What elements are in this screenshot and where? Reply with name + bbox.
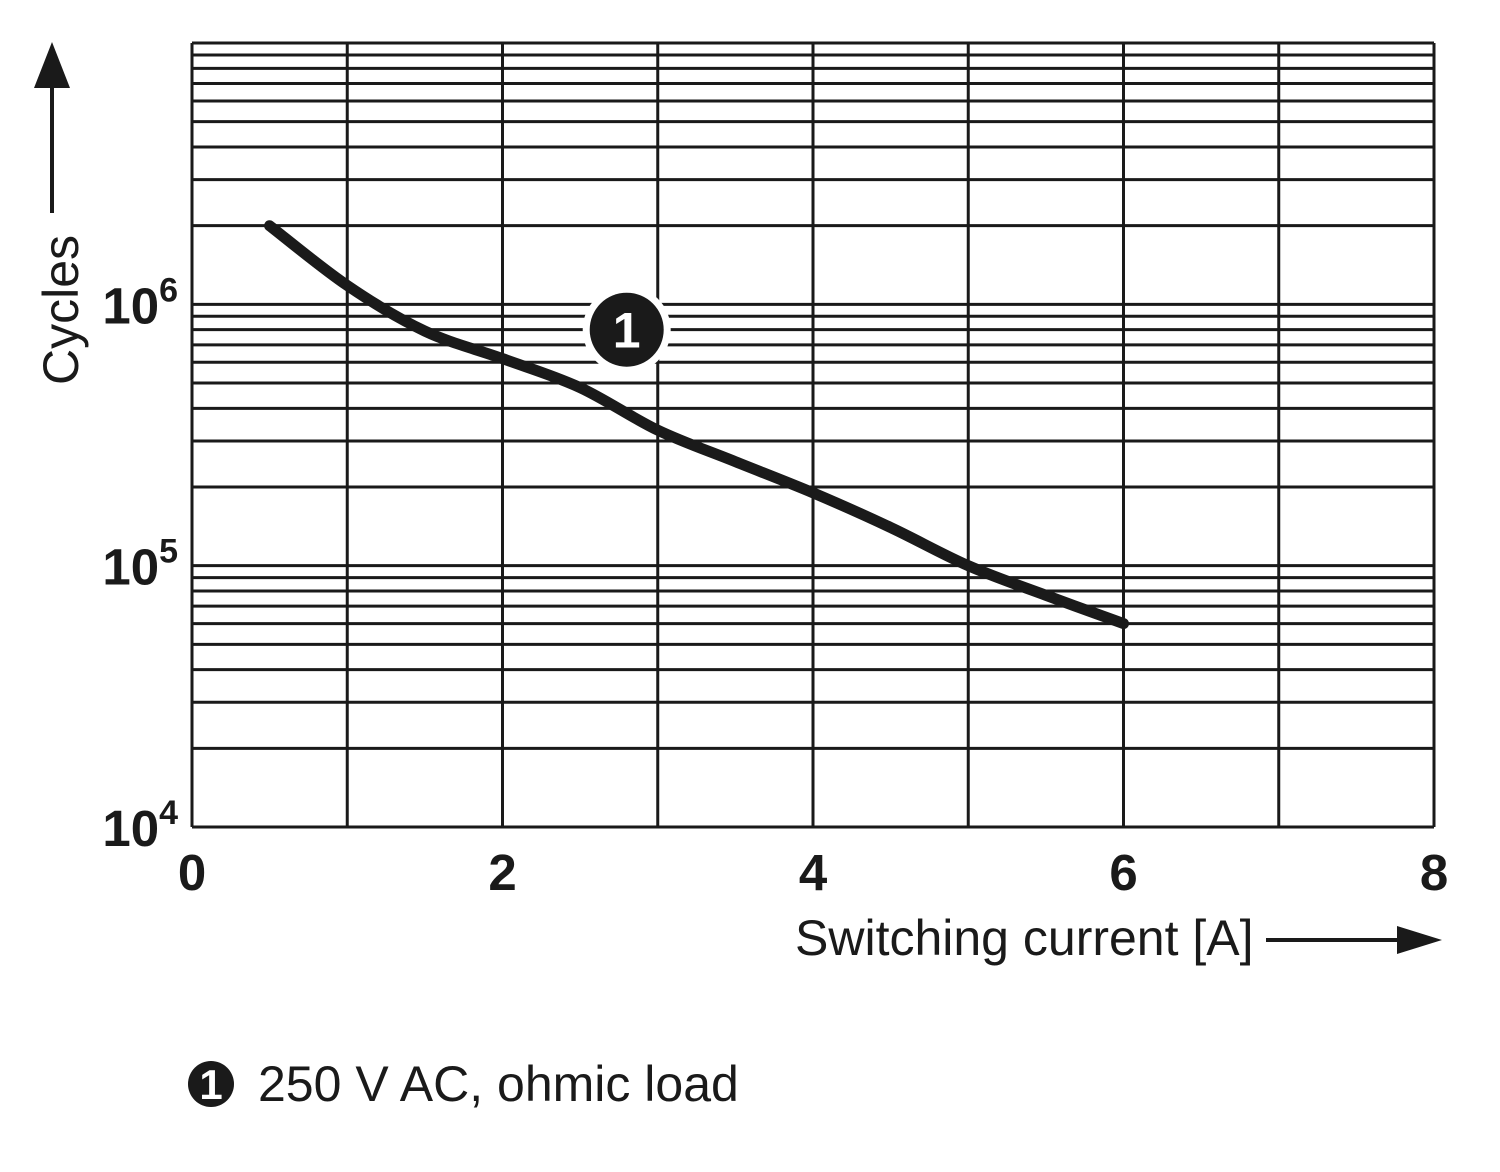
- y-axis-title: Cycles: [33, 235, 89, 385]
- y-axis-tick-label: 105: [102, 533, 178, 596]
- y-axis-tick-label: 106: [102, 271, 178, 334]
- endurance-curve: [264, 220, 1129, 630]
- marker-number: 1: [613, 303, 641, 359]
- x-axis-tick-label: 8: [1420, 844, 1448, 901]
- legend-marker-number: 1: [199, 1061, 222, 1108]
- y-axis-tick-label: 104: [102, 794, 178, 857]
- legend: 1 250 V AC, ohmic load: [188, 1056, 739, 1112]
- y-axis-arrow-head: [34, 42, 70, 88]
- x-axis-tick-label: 4: [799, 844, 828, 901]
- x-axis-tick-label: 0: [178, 844, 206, 901]
- marker-circle: [589, 292, 664, 367]
- x-axis-arrow-head: [1397, 926, 1442, 954]
- legend-marker-circle: [188, 1061, 234, 1107]
- curve-marker: 1: [582, 285, 671, 374]
- x-axis-title: Switching current [A]: [795, 910, 1254, 966]
- x-axis-tick-label: 6: [1109, 844, 1137, 901]
- log-grid: [190, 41, 1436, 829]
- legend-label: 250 V AC, ohmic load: [258, 1056, 739, 1112]
- x-axis-tick-label: 2: [488, 844, 516, 901]
